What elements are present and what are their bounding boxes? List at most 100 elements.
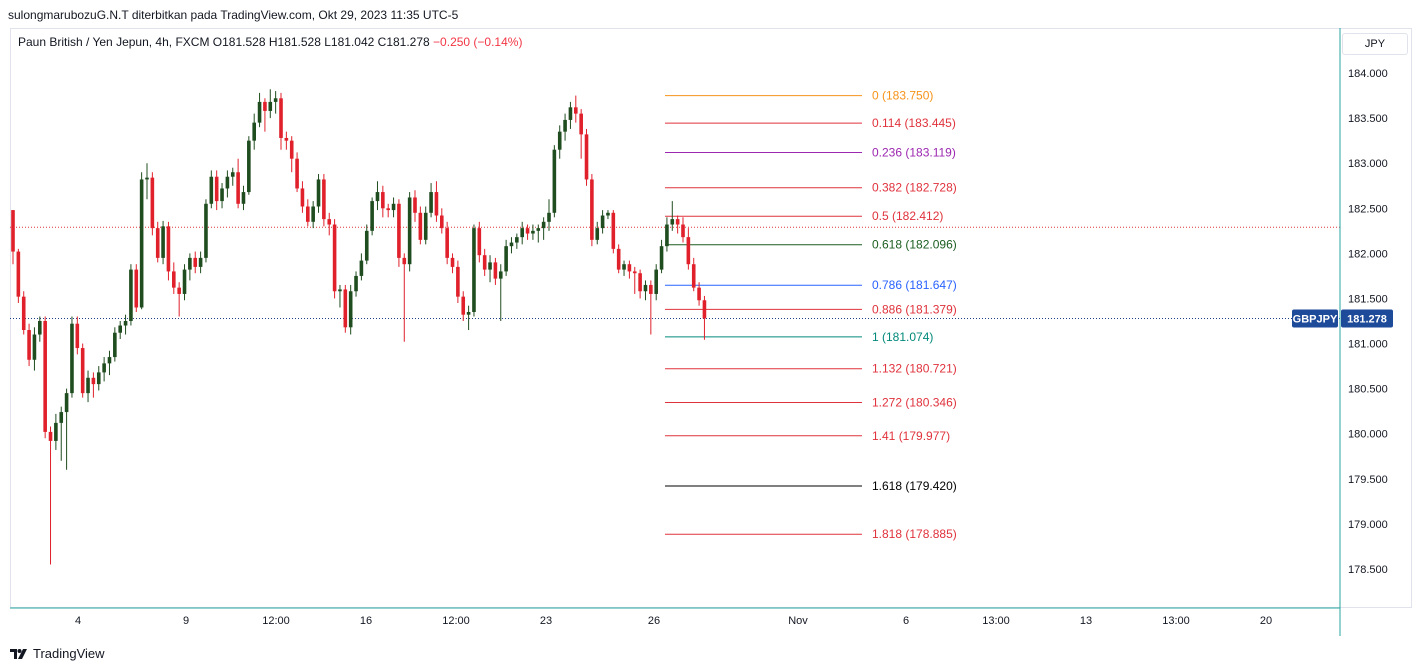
price-tick-label: 182.500 [1348, 203, 1388, 215]
candle [413, 190, 417, 222]
candle-body [595, 228, 600, 240]
candle-body [327, 219, 332, 225]
candle-body [359, 260, 364, 276]
candle [322, 174, 326, 227]
candle [86, 370, 90, 403]
candle [397, 199, 401, 267]
symbol-title: Paun British / Yen Jepun, 4h, FXCM [18, 35, 210, 49]
candle [139, 172, 144, 310]
fib-level-label: 0.886 (181.379) [872, 302, 957, 316]
candle [54, 413, 58, 450]
candle [16, 248, 21, 303]
candle-body [177, 287, 181, 294]
candle [118, 321, 122, 340]
price-tick-label: 182.000 [1348, 248, 1388, 260]
candle [616, 244, 621, 274]
candle [423, 206, 428, 245]
candle [429, 183, 433, 218]
candle-body [145, 177, 149, 180]
candle-body [504, 246, 508, 272]
candle-body [129, 269, 133, 321]
candle [402, 253, 407, 342]
candle-body [477, 228, 482, 256]
candle-body [80, 348, 85, 394]
candle-body [16, 251, 21, 297]
candle-body [418, 212, 423, 240]
candle-body [611, 212, 616, 249]
candle-body [263, 101, 267, 111]
candle [177, 282, 181, 317]
candle-body [102, 363, 106, 373]
candle-body [547, 212, 551, 222]
candle [632, 266, 637, 294]
fib-level-label: 1 (181.074) [872, 330, 933, 344]
candle [391, 197, 396, 218]
candle [230, 167, 235, 186]
candle [686, 228, 691, 270]
price-tick-label: 184.000 [1348, 68, 1388, 80]
change-value: −0.250 (−0.14%) [433, 35, 523, 49]
candle-body [220, 188, 224, 202]
candle-body [541, 221, 546, 229]
candle [659, 239, 664, 274]
candle [316, 174, 321, 213]
candle-body [665, 224, 669, 247]
currency-button[interactable]: JPY [1342, 33, 1408, 55]
candle-body [338, 289, 342, 292]
candle [306, 199, 310, 227]
candle-body [643, 284, 648, 292]
candle-body [423, 212, 428, 240]
candle [525, 224, 530, 240]
candle [182, 264, 187, 301]
candle [38, 316, 42, 342]
candle-body [402, 257, 407, 265]
candle-body [407, 197, 412, 265]
candle-body [697, 287, 701, 301]
candle [541, 217, 546, 240]
candle-body [675, 219, 680, 225]
candle [150, 172, 155, 236]
price-tick-label: 179.500 [1348, 474, 1388, 486]
candle-body [375, 192, 380, 202]
candle-body [113, 332, 117, 358]
candle [509, 237, 514, 254]
candle [273, 91, 278, 114]
candle [643, 280, 648, 301]
candle-body [391, 203, 396, 211]
candle-body [21, 296, 26, 331]
candle-body [252, 122, 256, 141]
candle [327, 212, 332, 236]
candle [515, 233, 519, 249]
candle-body [91, 377, 96, 385]
candle-body [488, 262, 492, 270]
candle [568, 101, 573, 129]
candle [563, 113, 567, 141]
high-value: H181.528 [268, 35, 321, 49]
candle [665, 217, 669, 252]
candle [670, 201, 675, 231]
candle [214, 170, 219, 211]
candle-body [188, 257, 192, 270]
time-tick-label: 26 [648, 615, 660, 627]
candle-body [43, 321, 47, 432]
candle-body [107, 357, 112, 364]
price-tick-label: 181.500 [1348, 293, 1388, 305]
candle [638, 269, 642, 299]
candle-body [161, 226, 165, 258]
candle-body [654, 269, 658, 294]
fib-level-label: 0 (183.750) [872, 89, 933, 103]
candle [268, 89, 273, 119]
candle [289, 136, 294, 173]
low-value: L181.042 [324, 35, 375, 49]
candle-body [552, 149, 557, 213]
candle-body [413, 197, 417, 213]
candle-body [27, 330, 31, 360]
candle-body [670, 219, 675, 225]
candle [557, 125, 562, 159]
candle-body [247, 140, 251, 193]
open-value: O181.528 [212, 35, 266, 49]
candle [129, 264, 133, 326]
candle-body [632, 271, 637, 274]
candle [332, 219, 337, 299]
